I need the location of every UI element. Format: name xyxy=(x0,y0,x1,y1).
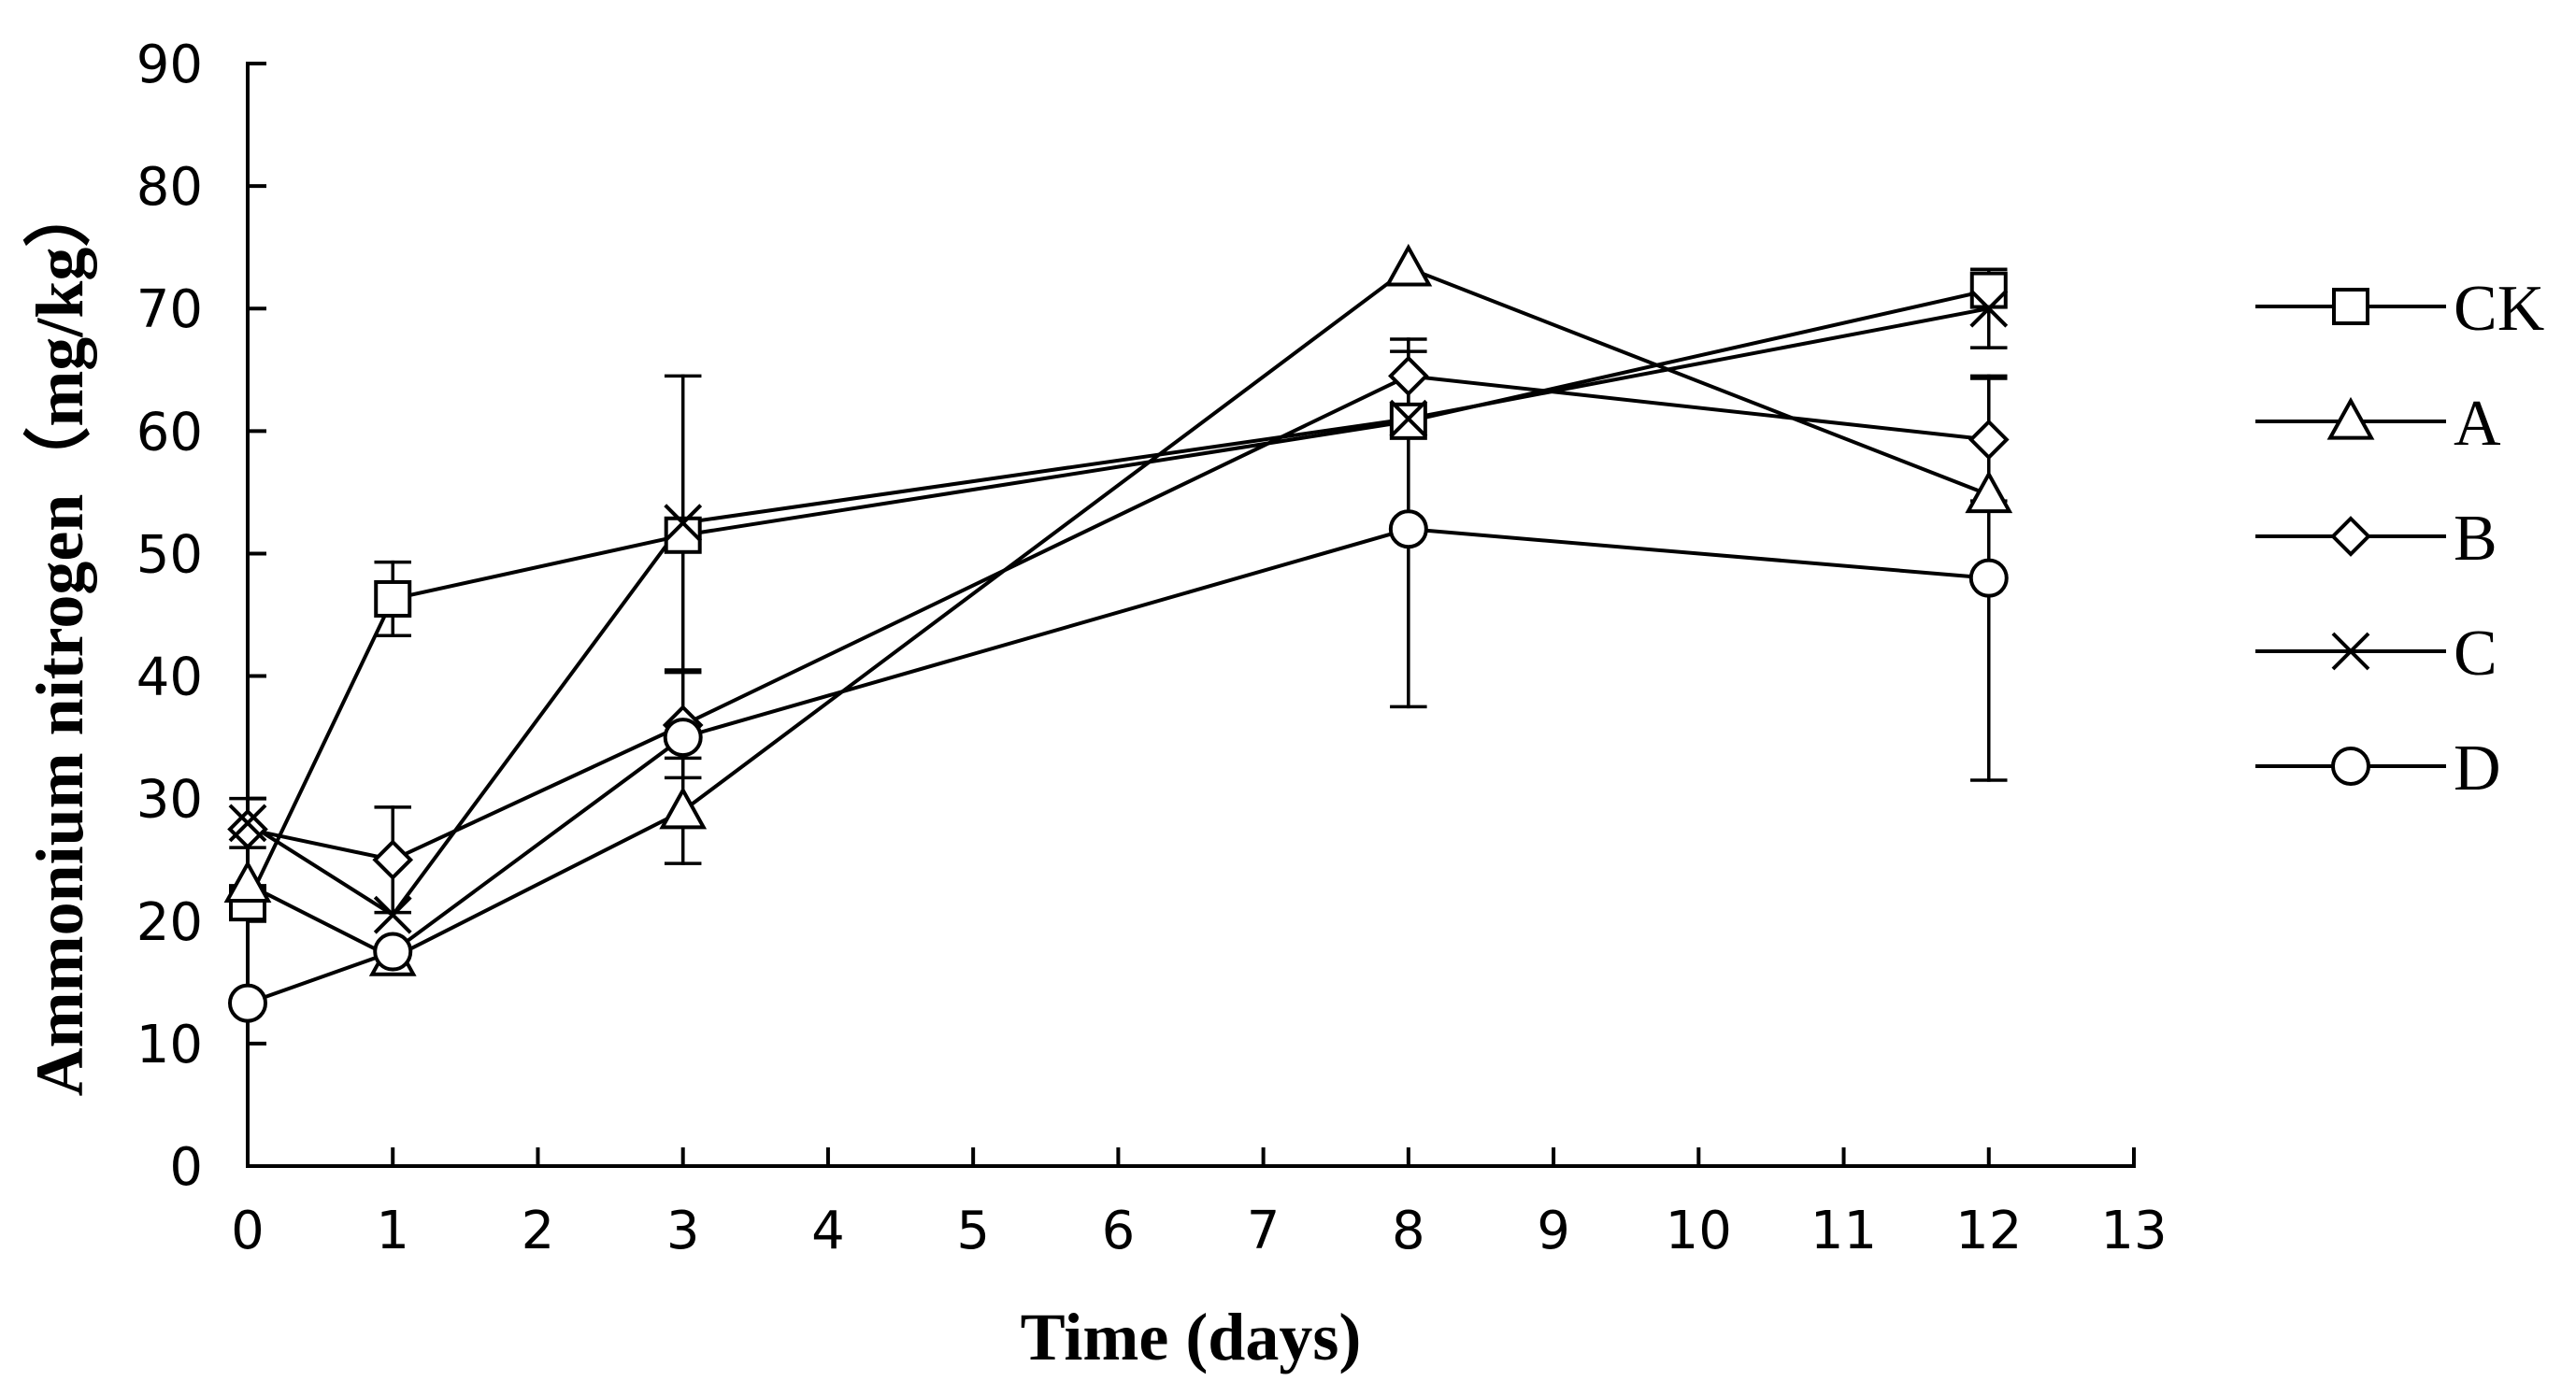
point-a xyxy=(1965,470,2013,514)
y-tick-label: 90 xyxy=(136,35,203,95)
point-c xyxy=(228,804,267,843)
x-tick-label: 10 xyxy=(1666,1201,1732,1261)
x-tick-label: 9 xyxy=(1537,1201,1570,1261)
y-tick-label: 0 xyxy=(169,1137,203,1198)
y-tick-label: 50 xyxy=(136,524,203,585)
y-axis-title: Ammonium nitrogen（mg/kg） xyxy=(22,180,97,1097)
x-tick-label: 13 xyxy=(2100,1201,2167,1261)
point-a xyxy=(1384,243,1433,287)
series-line-ck xyxy=(246,288,1990,904)
point-d xyxy=(373,932,413,972)
point-c xyxy=(1969,289,2009,328)
x-tick-label: 3 xyxy=(666,1201,700,1261)
y-tick-label: 80 xyxy=(136,157,203,218)
x-axis-title: Time (days) xyxy=(1021,1300,1362,1374)
x-tick-label: 11 xyxy=(1810,1201,1877,1261)
point-b xyxy=(1968,419,2010,461)
legend-label-c: C xyxy=(2454,618,2497,690)
point-b xyxy=(1388,355,1429,397)
point-d xyxy=(663,718,703,758)
x-tick-label: 1 xyxy=(376,1201,409,1261)
point-ck xyxy=(1969,271,2008,309)
point-ck xyxy=(374,579,412,618)
x-tick-label: 12 xyxy=(1955,1201,2022,1261)
x-tick-label: 7 xyxy=(1247,1201,1281,1261)
point-d xyxy=(1968,558,2009,598)
point-b xyxy=(372,839,414,881)
y-tick-label: 70 xyxy=(136,279,203,340)
y-tick-label: 20 xyxy=(136,892,203,953)
y-tick-label: 60 xyxy=(136,402,203,463)
point-d xyxy=(228,983,267,1023)
y-tick-label: 40 xyxy=(136,648,203,708)
series-line-d xyxy=(247,527,1989,1005)
series-line-b xyxy=(247,374,1989,862)
legend-marker-a xyxy=(2326,396,2375,440)
x-tick-label: 6 xyxy=(1102,1201,1136,1261)
x-tick-label: 0 xyxy=(231,1201,265,1261)
point-b xyxy=(227,808,268,850)
x-tick-label: 8 xyxy=(1392,1201,1425,1261)
x-tick-label: 5 xyxy=(956,1201,990,1261)
point-d xyxy=(1388,509,1428,549)
point-c xyxy=(1389,399,1428,438)
point-c xyxy=(373,895,412,934)
legend-label-ck: CK xyxy=(2454,273,2544,345)
point-a xyxy=(659,786,708,830)
legend-label-d: D xyxy=(2454,733,2501,804)
x-tick-label: 2 xyxy=(522,1201,555,1261)
y-tick-label: 30 xyxy=(136,770,203,831)
legend-label-a: A xyxy=(2454,388,2501,460)
x-tick-label: 4 xyxy=(811,1201,845,1261)
legend-marker-d xyxy=(2331,747,2370,786)
y-tick-label: 10 xyxy=(136,1015,203,1075)
legend-marker-c xyxy=(2331,632,2370,671)
legend-marker-ck xyxy=(2332,288,2369,325)
legend-label-b: B xyxy=(2454,503,2497,575)
point-c xyxy=(664,504,703,543)
point-a xyxy=(223,860,272,904)
legend-marker-b xyxy=(2330,516,2371,557)
